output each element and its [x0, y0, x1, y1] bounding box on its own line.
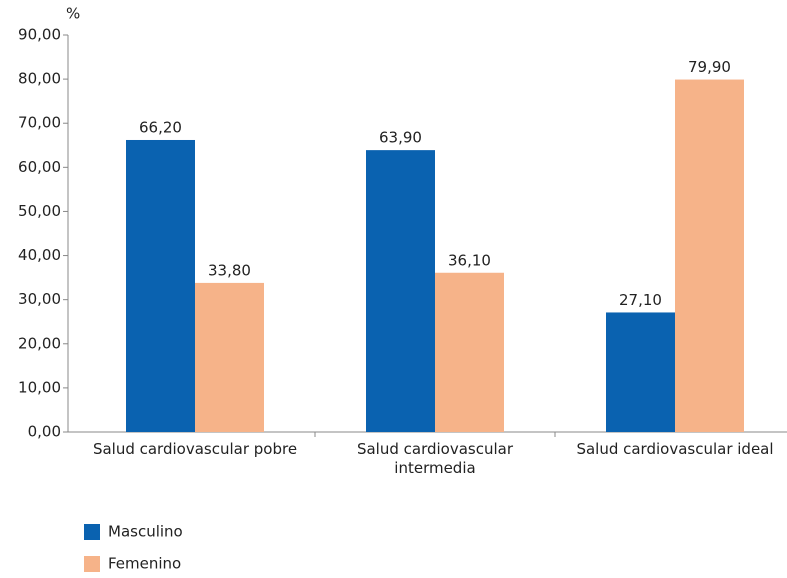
- bar: [435, 272, 504, 432]
- y-tick-label: 20,00: [18, 334, 61, 352]
- bar: [126, 139, 195, 433]
- legend-label: Masculino: [108, 523, 183, 541]
- y-tick-label: 80,00: [18, 70, 61, 88]
- data-label: 79,90: [688, 58, 731, 76]
- data-label: 27,10: [619, 291, 662, 309]
- y-tick-label: 10,00: [18, 378, 61, 396]
- legend-label: Femenino: [108, 555, 181, 573]
- bar: [366, 150, 435, 432]
- y-tick-label: 40,00: [18, 246, 61, 264]
- y-axis-label: %: [66, 5, 80, 23]
- bar: [606, 312, 675, 432]
- data-label: 36,10: [448, 251, 491, 269]
- data-label: 33,80: [208, 261, 251, 279]
- bar: [675, 79, 744, 433]
- legend-swatch: [84, 524, 100, 540]
- legend-swatch: [84, 556, 100, 572]
- x-tick-label: Salud cardiovascular ideal: [576, 440, 774, 458]
- data-label: 63,90: [379, 129, 422, 147]
- y-tick-label: 60,00: [18, 158, 61, 176]
- y-tick-label: 0,00: [28, 423, 61, 441]
- bar: [195, 282, 264, 432]
- y-tick-label: 90,00: [18, 26, 61, 44]
- y-tick-label: 70,00: [18, 114, 61, 132]
- x-tick-label: Salud cardiovascular intermedia: [356, 440, 514, 477]
- y-tick-label: 50,00: [18, 202, 61, 220]
- data-label: 66,20: [139, 118, 182, 136]
- x-tick-label: Salud cardiovascular pobre: [92, 440, 298, 458]
- y-tick-label: 30,00: [18, 290, 61, 308]
